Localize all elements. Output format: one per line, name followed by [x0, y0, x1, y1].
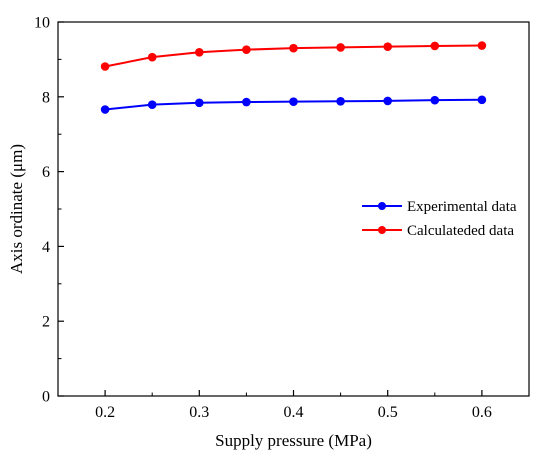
x-tick-label: 0.5 — [378, 404, 398, 421]
x-tick-label: 0.6 — [472, 404, 492, 421]
data-point — [242, 97, 251, 107]
data-point — [147, 100, 157, 109]
series-experimental — [100, 95, 487, 114]
data-point — [477, 95, 487, 105]
y-axis-ticks: 0 2 4 6 8 10 — [34, 15, 64, 406]
legend-label-calculated: Calculateded data — [407, 223, 514, 239]
y-tick-label: 2 — [42, 314, 50, 331]
y-tick-label: 0 — [42, 389, 50, 406]
plot-frame — [57, 21, 530, 397]
series-layer — [100, 41, 487, 114]
x-axis-title: Supply pressure (MPa) — [215, 431, 372, 450]
x-tick-label: 0.2 — [95, 404, 115, 421]
y-tick-label: 10 — [34, 15, 50, 32]
legend-swatch-calculated-marker — [378, 226, 386, 234]
x-axis-ticks: 0.2 0.3 0.4 0.5 0.6 — [57, 390, 530, 421]
data-point — [100, 62, 110, 71]
data-point — [100, 105, 110, 114]
series-calculated — [100, 41, 487, 71]
legend-label-experimental: Experimental data — [407, 199, 517, 215]
legend-item-experimental: Experimental data — [362, 199, 517, 215]
data-point — [289, 43, 298, 53]
data-point — [195, 98, 204, 108]
x-tick-label: 0.3 — [189, 404, 209, 421]
legend-swatch-experimental-marker — [378, 202, 386, 210]
legend: Experimental data Calculateded data — [362, 199, 517, 239]
data-point — [336, 96, 345, 106]
y-axis-title: Axis ordinate (μm) — [7, 144, 26, 274]
data-point — [477, 41, 487, 50]
data-point — [430, 95, 440, 105]
legend-item-calculated: Calculateded data — [362, 223, 514, 239]
data-point — [289, 97, 298, 106]
data-point — [195, 47, 204, 57]
data-point — [383, 96, 393, 106]
data-point — [242, 45, 251, 54]
x-tick-label: 0.4 — [284, 404, 304, 421]
data-point — [147, 52, 157, 62]
data-point — [383, 42, 393, 51]
data-point — [336, 43, 345, 52]
y-tick-label: 8 — [42, 89, 50, 106]
y-tick-label: 4 — [42, 239, 50, 256]
data-point — [430, 41, 440, 51]
y-tick-label: 6 — [42, 164, 50, 181]
